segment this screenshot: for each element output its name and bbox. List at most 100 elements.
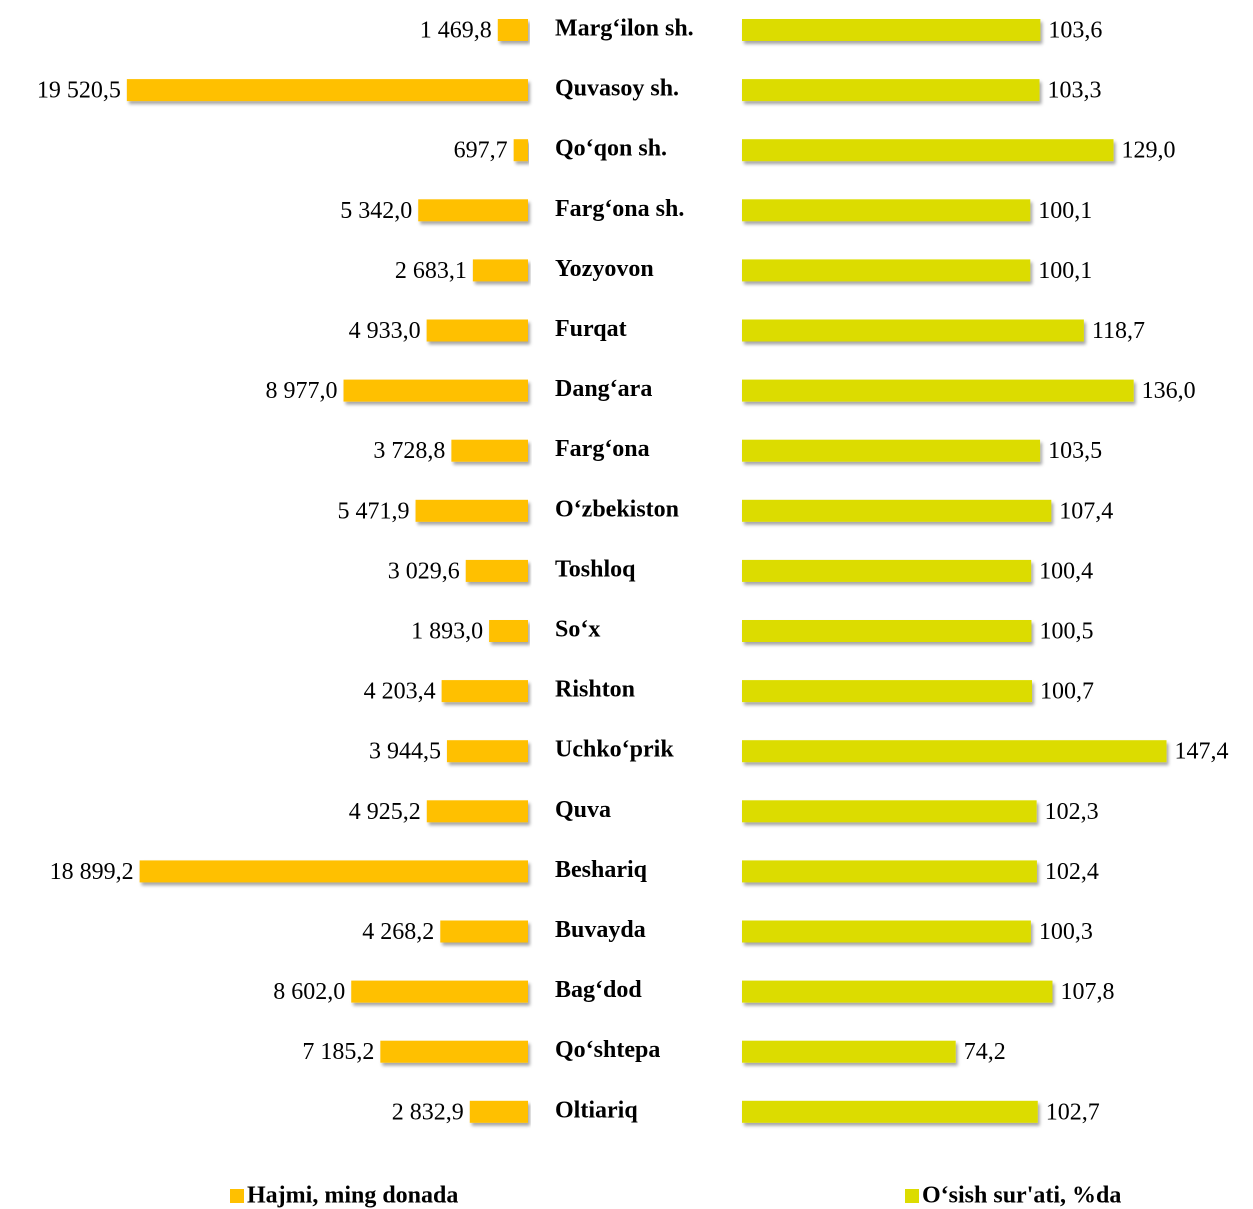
value-label: 8 977,0 — [266, 378, 338, 404]
bar — [126, 79, 528, 102]
category-label: Oltiariq — [555, 1097, 638, 1123]
value-label: 102,3 — [1045, 799, 1099, 825]
value-label: 19 520,5 — [37, 78, 121, 104]
value-label: 136,0 — [1142, 378, 1196, 404]
category-label: Farg‘ona sh. — [555, 196, 684, 222]
category-label: Marg‘ilon sh. — [555, 16, 694, 42]
bar — [742, 1100, 1038, 1123]
bar — [742, 680, 1033, 703]
value-label: 129,0 — [1122, 138, 1176, 164]
value-label: 102,7 — [1046, 1099, 1100, 1125]
value-label: 5 342,0 — [340, 198, 412, 224]
bar — [513, 139, 528, 162]
value-label: 103,3 — [1048, 78, 1102, 104]
bar — [742, 259, 1031, 282]
category-label: Quvasoy sh. — [555, 76, 679, 102]
value-label: 107,8 — [1060, 979, 1114, 1005]
legend-swatch — [230, 1189, 244, 1203]
category-label: Farg‘ona — [555, 436, 650, 462]
bar — [465, 559, 528, 582]
value-label: 118,7 — [1092, 318, 1145, 344]
bar — [742, 800, 1037, 823]
category-label: Dang‘ara — [555, 376, 652, 402]
value-label: 7 185,2 — [302, 1039, 374, 1065]
bar — [742, 439, 1041, 462]
value-label: 100,5 — [1039, 619, 1093, 645]
value-label: 18 899,2 — [50, 859, 134, 885]
bar — [742, 740, 1167, 763]
category-label: Yozyovon — [555, 256, 654, 282]
category-label: Qo‘shtepa — [555, 1037, 660, 1063]
bar — [426, 319, 528, 342]
category-label: Qo‘qon sh. — [555, 136, 667, 162]
bar — [440, 920, 528, 943]
value-label: 100,1 — [1038, 258, 1092, 284]
value-label: 2 832,9 — [392, 1099, 464, 1125]
legend-label: O‘sish sur'ati, %da — [922, 1183, 1121, 1209]
bar — [742, 319, 1084, 342]
bar — [497, 19, 528, 41]
bar — [489, 620, 528, 642]
value-label: 4 925,2 — [349, 799, 421, 825]
value-label: 107,4 — [1059, 498, 1113, 524]
value-label: 147,4 — [1175, 739, 1229, 765]
value-label: 4 203,4 — [364, 679, 436, 705]
bar — [351, 980, 528, 1003]
bar — [742, 19, 1041, 41]
bar — [742, 379, 1134, 402]
category-label: Rishton — [555, 677, 635, 703]
bar — [742, 199, 1031, 222]
category-label: So‘x — [555, 617, 600, 643]
bar — [469, 1100, 528, 1123]
value-label: 3 728,8 — [373, 438, 445, 464]
category-label: Uchko‘prik — [555, 737, 674, 763]
bar — [451, 439, 528, 462]
legend-swatch — [905, 1189, 919, 1203]
value-label: 100,1 — [1038, 198, 1092, 224]
bar — [742, 499, 1052, 522]
value-label: 8 602,0 — [273, 979, 345, 1005]
value-label: 3 029,6 — [388, 558, 460, 584]
value-label: 100,3 — [1039, 919, 1093, 945]
category-label: Buvayda — [555, 917, 646, 943]
bar — [415, 499, 528, 522]
value-label: 2 683,1 — [395, 258, 467, 284]
value-label: 100,7 — [1040, 679, 1094, 705]
category-label: Beshariq — [555, 857, 648, 883]
value-label: 4 933,0 — [349, 318, 421, 344]
value-label: 103,6 — [1048, 18, 1102, 44]
bar — [742, 559, 1032, 582]
value-label: 1 469,8 — [420, 18, 492, 44]
category-label: Quva — [555, 797, 611, 823]
value-label: 4 268,2 — [362, 919, 434, 945]
bar — [742, 139, 1114, 162]
value-label: 103,5 — [1048, 438, 1102, 464]
bar — [343, 379, 528, 402]
value-label: 74,2 — [964, 1039, 1006, 1065]
bar — [441, 680, 528, 703]
bar — [472, 259, 528, 282]
bar — [380, 1040, 528, 1063]
bar — [139, 860, 528, 883]
legend-label: Hajmi, ming donada — [247, 1183, 458, 1209]
value-label: 5 471,9 — [338, 498, 410, 524]
category-label: O‘zbekiston — [555, 496, 679, 522]
value-label: 697,7 — [454, 138, 508, 164]
category-label: Toshloq — [555, 556, 636, 582]
bar — [742, 620, 1032, 642]
category-label: Bag‘dod — [555, 977, 642, 1003]
bar — [446, 740, 528, 763]
bar — [418, 199, 528, 222]
bar — [742, 860, 1037, 883]
bar — [742, 79, 1040, 102]
value-label: 102,4 — [1045, 859, 1099, 885]
bar — [742, 1040, 956, 1063]
value-label: 100,4 — [1039, 558, 1093, 584]
bar — [742, 920, 1031, 943]
value-label: 1 893,0 — [411, 619, 483, 645]
value-label: 3 944,5 — [369, 739, 441, 765]
bar — [742, 980, 1053, 1003]
category-label: Furqat — [555, 316, 627, 342]
bar — [426, 800, 528, 823]
